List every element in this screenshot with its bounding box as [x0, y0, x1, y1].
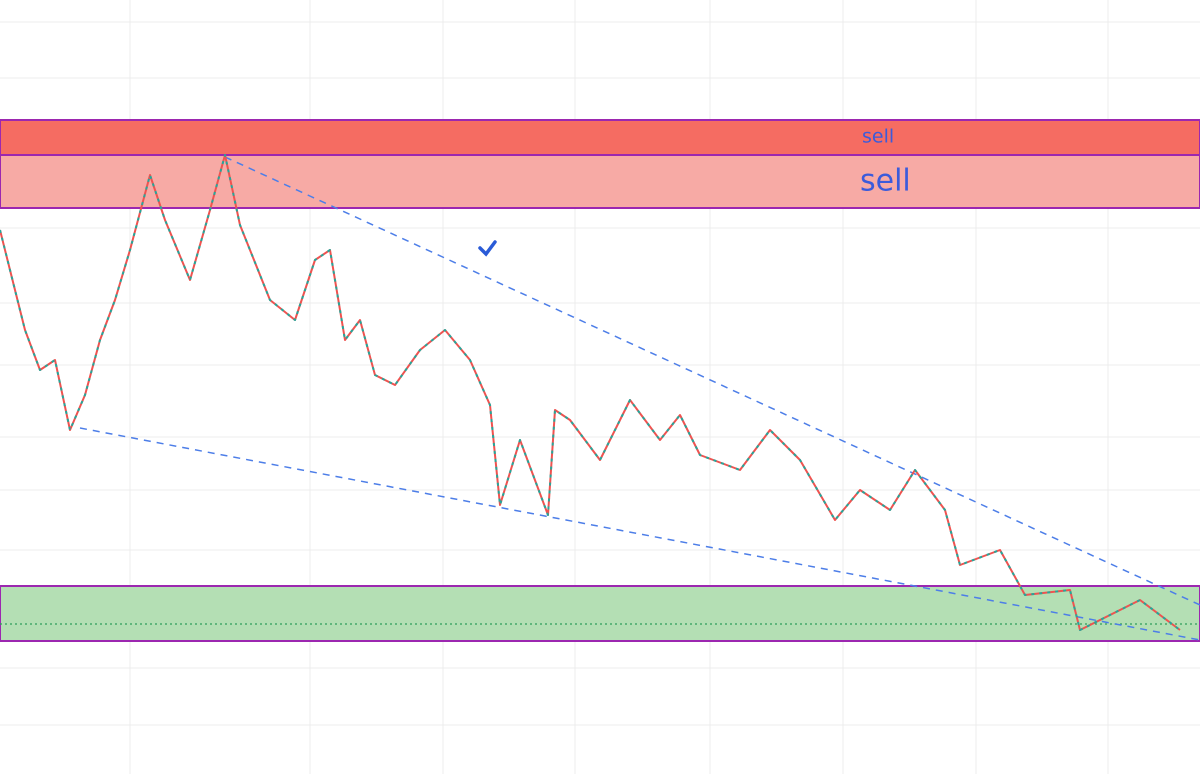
zone-label: sell — [862, 126, 894, 148]
trendline-upper — [224, 156, 1200, 606]
trendline-lower — [79, 427, 1200, 641]
sell-zone-dark — [0, 119, 1200, 156]
zone-label: sell — [860, 164, 911, 199]
buy-zone — [0, 585, 1200, 642]
sell-zone-light — [0, 154, 1200, 209]
price-series-up — [0, 154, 1181, 631]
check-icon — [478, 240, 497, 257]
price-series — [0, 154, 1181, 631]
